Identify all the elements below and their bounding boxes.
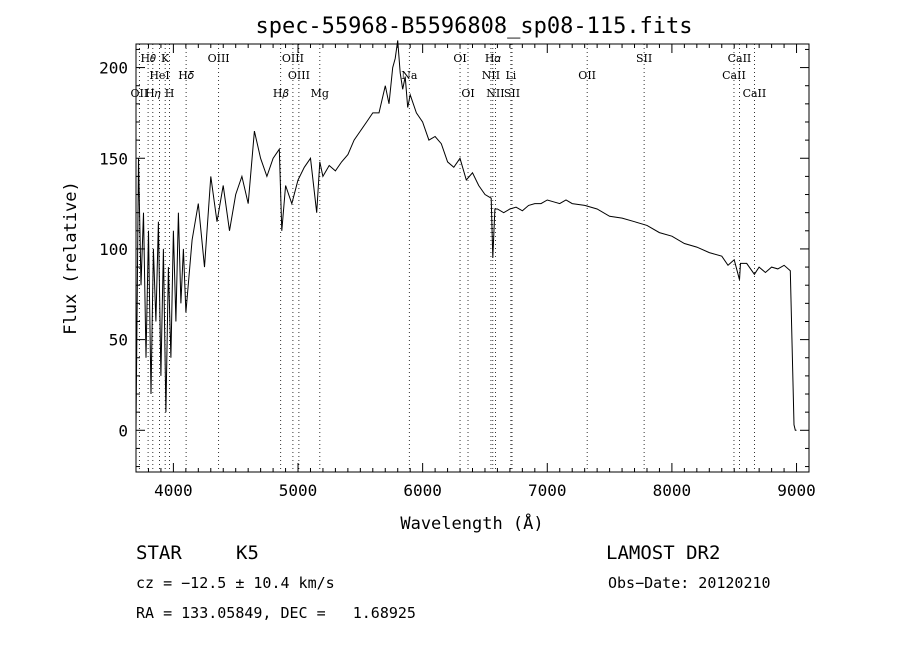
line-label: SII <box>636 52 652 65</box>
chart-title: spec-55968-B5596808_sp08-115.fits <box>255 14 692 39</box>
y-axis-label: Flux (relative) <box>61 181 81 335</box>
plot-frame <box>135 43 810 473</box>
line-label: CaII <box>728 52 752 65</box>
line-label: NII <box>486 87 504 100</box>
y-tick-label: 100 <box>99 240 128 259</box>
y-tick-label: 150 <box>99 149 128 168</box>
line-label: CaII <box>722 69 746 82</box>
x-tick-label: 5000 <box>279 481 318 500</box>
x-tick-label: 7000 <box>528 481 567 500</box>
redshift-velocity: cz = −12.5 ± 10.4 km/s <box>136 574 335 592</box>
line-label: OIII <box>208 52 230 65</box>
y-axis-ticks: 0 50 100 150 200 <box>99 48 809 468</box>
coordinates: RA = 133.05849, DEC = 1.68925 <box>136 604 416 622</box>
observation-date: Obs−Date: 20120210 <box>608 574 771 592</box>
survey-name: LAMOST DR2 <box>606 542 721 564</box>
line-label: H <box>165 87 175 100</box>
spectral-subclass: K5 <box>236 542 259 564</box>
line-label: Mg <box>311 87 329 100</box>
line-label: H𝜃 <box>141 52 157 65</box>
line-label: H𝛼 <box>485 52 502 65</box>
x-tick-label: 4000 <box>154 481 193 500</box>
line-label: CaII <box>743 87 767 100</box>
line-label: K <box>161 52 170 65</box>
line-label: OIII <box>288 69 310 82</box>
line-label: H𝛿 <box>178 69 195 82</box>
object-class: STAR <box>136 542 182 564</box>
line-label: OI <box>453 52 466 65</box>
spectrum-series-line <box>135 40 797 431</box>
x-tick-label: 9000 <box>777 481 816 500</box>
line-label: NII <box>482 69 500 82</box>
line-label: SII <box>504 87 520 100</box>
y-tick-label: 200 <box>99 59 128 78</box>
line-marker-layer <box>138 44 755 472</box>
line-label: Na <box>401 69 418 82</box>
x-tick-label: 8000 <box>653 481 692 500</box>
line-label: H𝜂 <box>145 87 161 100</box>
y-tick-label: 50 <box>109 331 128 350</box>
line-label: OII <box>131 87 149 100</box>
line-label: H𝛽 <box>273 87 289 100</box>
x-axis-ticks: 4000 5000 6000 7000 8000 9000 <box>135 44 816 500</box>
line-label: OI <box>461 87 474 100</box>
x-tick-label: 6000 <box>403 481 442 500</box>
line-label: OII <box>578 69 596 82</box>
line-label: OIII <box>282 52 304 65</box>
y-tick-label: 0 <box>118 421 128 440</box>
line-label: HeI <box>149 69 169 82</box>
line-label: Li <box>505 69 516 82</box>
x-axis-label: Wavelength (Å) <box>400 512 543 534</box>
